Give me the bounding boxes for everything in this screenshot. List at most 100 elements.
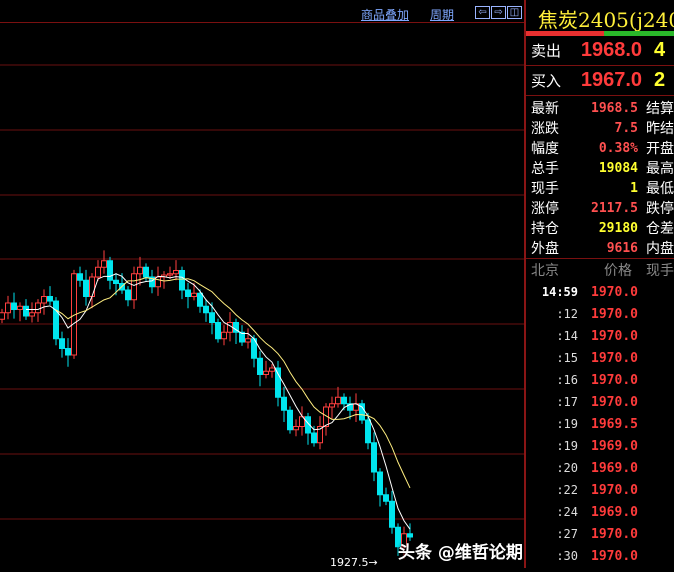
candle-body (11, 302, 17, 310)
stat-value: 9616 (606, 240, 638, 256)
tick-price: 1970.0 (591, 306, 638, 322)
tick-time: :12 (556, 307, 578, 321)
candlestick-chart[interactable]: 1927.5→ 商品叠加 周期 ⇦ ⇨ ◫ (0, 0, 524, 569)
bid-ask-ratio-bar (526, 31, 674, 36)
period-link[interactable]: 周期 (430, 8, 455, 22)
watermark: 头条 @维哲论期 (398, 543, 523, 563)
stat-row: 总手 19084 最高 (526, 158, 674, 178)
candle-body (377, 471, 383, 496)
candle-body (245, 338, 251, 343)
candle-body (35, 302, 41, 314)
ma-short-line (26, 273, 411, 530)
tick-time: :27 (556, 527, 578, 541)
stat-row: 涨跌 7.5 昨结 (526, 118, 674, 138)
candle-body (371, 442, 377, 473)
candle-body (59, 338, 65, 349)
stat-value: 7.5 (614, 120, 638, 136)
candle-body (179, 270, 185, 291)
candle-body (113, 279, 119, 284)
candle-body (239, 331, 245, 343)
candle-body (203, 305, 209, 314)
tick-price: 1970.0 (591, 372, 638, 388)
tick-price: 1970.0 (591, 482, 638, 498)
tick-row: :27 1970.0 (526, 523, 674, 545)
tick-row: :22 1970.0 (526, 479, 674, 501)
tick-row: :15 1970.0 (526, 347, 674, 369)
chart-canvas[interactable]: 1927.5→ (0, 0, 524, 569)
stat-value: 1 (630, 180, 638, 196)
candle-body (53, 300, 59, 340)
candle-body (365, 419, 371, 444)
panel-toggle-icon[interactable]: ◫ (507, 6, 522, 19)
overlay-link[interactable]: 商品叠加 (361, 8, 410, 22)
tick-price: 1970.0 (591, 328, 638, 344)
tick-time: :15 (556, 351, 578, 365)
candle-body (65, 348, 71, 356)
tick-row: :20 1969.0 (526, 457, 674, 479)
stat-label: 最新 (531, 101, 559, 117)
bid-price: 1967.0 (580, 69, 642, 91)
candle-body (107, 260, 113, 281)
tick-time: :22 (556, 483, 578, 497)
tick-row: :14 1970.0 (526, 325, 674, 347)
tick-list[interactable]: 14:59 1970.0:12 1970.0:14 1970.0:15 1970.0:1… (526, 281, 674, 567)
stat-label-right: 跌停 (646, 201, 674, 217)
candle-body (41, 296, 47, 304)
tick-row: :19 1969.0 (526, 435, 674, 457)
tick-time: :19 (556, 439, 578, 453)
candle-body (257, 357, 263, 375)
tick-price: 1969.0 (591, 438, 638, 454)
candle-body (137, 266, 143, 275)
stat-value: 1968.5 (591, 100, 638, 116)
candle-body (275, 367, 281, 398)
candle-body (347, 403, 353, 411)
candle-body (29, 312, 35, 317)
candle-body (233, 322, 239, 333)
ma-long-line (55, 277, 411, 489)
candle-body (173, 270, 179, 275)
candle-body (197, 292, 203, 307)
stat-row: 外盘 9616 内盘 (526, 238, 674, 258)
tick-time: :14 (556, 329, 578, 343)
tick-row: :24 1969.0 (526, 501, 674, 523)
candle-body (185, 289, 191, 297)
tick-time: :24 (556, 505, 578, 519)
candle-body (401, 533, 407, 548)
candle-body (5, 302, 11, 314)
candle-body (281, 396, 287, 411)
candle-body (83, 279, 89, 297)
ask-row: 卖出 1968.0 4 (526, 36, 674, 66)
arrow-right-icon[interactable]: ⇨ (491, 6, 506, 19)
stats-table: 最新 1968.5 结算 涨跌 7.5 昨结 幅度 0.38% 开盘 总手 19084 最高 现手 1 最低… (526, 96, 674, 259)
candle-body (305, 416, 311, 434)
candle-body (293, 426, 299, 431)
candle-body (167, 273, 173, 276)
candle-body (317, 426, 323, 444)
candle-body (311, 432, 317, 444)
stat-value: 0.38% (598, 140, 638, 156)
bid-label: 买入 (531, 72, 562, 90)
bid-row: 买入 1967.0 2 (526, 66, 674, 96)
stat-label: 持仓 (531, 221, 559, 237)
candle-body (215, 322, 221, 340)
candle-body (341, 396, 347, 405)
stat-row: 最新 1968.5 结算 (526, 98, 674, 118)
tick-time: 14:59 (541, 285, 578, 299)
stat-label-right: 最高 (646, 161, 674, 177)
tick-row: :19 1969.5 (526, 413, 674, 435)
arrow-left-icon[interactable]: ⇦ (475, 6, 490, 19)
stat-label-right: 昨结 (646, 121, 674, 137)
candle-body (77, 273, 83, 281)
candle-body (269, 367, 275, 372)
candle-body (395, 526, 401, 548)
candle-body (389, 500, 395, 528)
candle-body (101, 260, 107, 268)
candle-body (155, 276, 161, 288)
candle-body (329, 403, 335, 408)
candle-body (149, 276, 155, 288)
tick-time: :20 (556, 461, 578, 475)
time-header: 北京 (531, 263, 559, 279)
ticks-header: 北京 价格 现手 (526, 259, 674, 281)
stat-row: 幅度 0.38% 开盘 (526, 138, 674, 158)
volume-header: 现手 (646, 263, 674, 279)
